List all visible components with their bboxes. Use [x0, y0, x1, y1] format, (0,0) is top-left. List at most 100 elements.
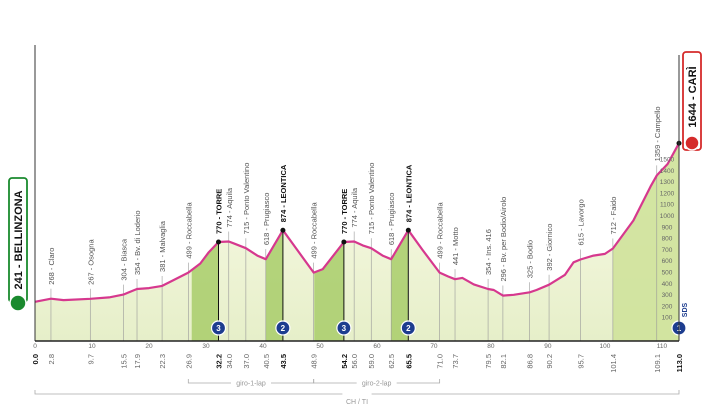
waypoint-label: 874 - LEONTICA	[404, 164, 413, 222]
kom-badge-icon	[210, 320, 227, 336]
waypoint-label: 1359 - Campello	[653, 106, 662, 161]
km-label: 34.0	[225, 354, 234, 369]
waypoint-label: 354 - Ins. 416	[484, 229, 493, 275]
km-label: 109.1	[653, 354, 662, 373]
waypoint-label: 268 - Claro	[47, 248, 56, 285]
bracket-line	[313, 379, 441, 384]
kom-category: 2	[406, 324, 411, 333]
waypoint-label: 499 - Roccabella	[310, 202, 319, 259]
elevation-scale-label: 300	[662, 292, 673, 299]
waypoint-label: 715 - Ponto Valentino	[242, 163, 251, 235]
km-label: 40.5	[262, 354, 271, 369]
labels-layer: 268 - Claro 2.8 267 - Osogna 9.7 304 - Biasc…	[8, 51, 702, 373]
waypoint-label: 615 - Lavorgo	[576, 199, 585, 245]
climb-zone	[391, 230, 409, 341]
summit-dot	[216, 239, 222, 245]
summit-dot	[280, 227, 286, 233]
elevation-scale-label: 200	[662, 303, 673, 310]
kom-badge-icon	[336, 320, 352, 336]
x-tick-label: 70	[430, 343, 438, 350]
elevation-scale-label: 700	[662, 247, 673, 254]
waypoint-label: 618 - Prugiasco	[387, 193, 396, 246]
elevation-scale-label: 100	[662, 315, 673, 322]
km-label: 90.2	[545, 354, 554, 369]
elevation-scale-label: 1000	[660, 213, 675, 220]
km-label: 56.0	[350, 354, 359, 369]
finish-km-label: 113.0	[675, 354, 684, 372]
bracket-label: giro-1-lap	[236, 381, 266, 388]
sds-label: SDS	[682, 302, 689, 317]
km-label: 73.7	[451, 354, 460, 369]
waypoint-label: 304 - Biasca	[119, 238, 128, 281]
km-label: 2.8	[47, 354, 56, 364]
kom-category: 3	[216, 324, 221, 333]
bracket-label: CH / TI	[346, 399, 368, 406]
waypoint-label: 770 - TORRE	[215, 189, 224, 234]
climb-zone	[265, 230, 283, 341]
kom-category: 3	[342, 324, 347, 333]
km-label: 17.9	[133, 354, 142, 369]
km-label: 82.1	[499, 354, 508, 369]
km-label: 86.8	[526, 354, 535, 369]
waypoint-label: 325 - Bodio	[526, 240, 535, 278]
km-label: 9.7	[86, 354, 95, 364]
waypoint-label: 354 - Bv. di Loderio	[133, 211, 142, 275]
km-label: 62.5	[387, 354, 396, 369]
x-tick-label: 30	[202, 343, 210, 350]
waypoint-label: 392 - Giornico	[545, 224, 554, 271]
elevation-scale-label: 600	[662, 258, 673, 265]
km-label: 37.0	[242, 354, 251, 369]
climb-zone	[314, 241, 344, 341]
summit-dot	[405, 227, 411, 233]
waypoint-label: 381 - Malvaglia	[158, 220, 167, 272]
x-tick-label: 0	[33, 343, 37, 350]
x-tick-label: 20	[145, 343, 153, 350]
x-tick-label: 80	[487, 343, 495, 350]
x-tick-label: 100	[599, 343, 610, 350]
elevation-scale-label: 1100	[660, 202, 674, 209]
elevation-scale-label: 1400	[660, 168, 675, 175]
km-label: 54.2	[340, 354, 349, 369]
kom-badge-icon	[275, 320, 291, 336]
waypoint-label: 774 - Aquila	[225, 187, 234, 227]
x-tick-label: 110	[657, 343, 668, 350]
km-label: 26.9	[184, 354, 193, 369]
waypoint-label: 712 - Faido	[609, 197, 618, 235]
km-label: 22.3	[158, 354, 167, 369]
start-label: 241 - BELLINZONA	[13, 190, 25, 289]
waypoint-label: 441 - Motto	[451, 227, 460, 265]
waypoint-label: 715 - Ponto Valentino	[367, 163, 376, 235]
km-label: 32.2	[215, 354, 224, 369]
finish-label: 1644 - CARÌ	[686, 66, 699, 127]
x-tick-label: 10	[88, 343, 96, 350]
finish-icon	[684, 135, 700, 151]
waypoint-label: 267 - Osogna	[86, 239, 95, 285]
waypoint-label: 499 - Roccabella	[436, 202, 445, 259]
kom-badge-icon	[400, 320, 416, 336]
waypoint-label: 770 - TORRE	[340, 189, 349, 234]
x-tick-label: 40	[259, 343, 267, 350]
waypoint-label: 874 - LEONTICA	[279, 164, 288, 222]
km-label: 65.5	[404, 354, 413, 369]
bracket-line	[34, 390, 680, 395]
bracket-label: giro-2-lap	[362, 381, 392, 388]
km-label: 48.9	[310, 354, 319, 369]
elevation-scale-label: 900	[662, 224, 673, 231]
elevation-scale-label: 1500	[660, 157, 675, 164]
km-label: 95.7	[576, 354, 585, 369]
km-label: 59.0	[367, 354, 376, 369]
x-tick-label: 50	[316, 343, 324, 350]
waypoint-label: 296 - Bv. per Bodio/Airolo	[499, 197, 508, 282]
start-icon	[9, 294, 27, 312]
kom-category: 2	[281, 324, 286, 333]
elevation-scale-label: 800	[662, 236, 673, 243]
km-label: 79.5	[484, 354, 493, 369]
profile-layer	[34, 140, 682, 303]
km-label: 101.4	[609, 354, 618, 373]
elevation-scale-label: 500	[662, 270, 673, 277]
x-tick-label: 90	[544, 343, 552, 350]
elevation-scale-label: 400	[662, 281, 673, 288]
elevation-scale-label: 1300	[660, 179, 675, 186]
summit-dot	[341, 239, 347, 245]
